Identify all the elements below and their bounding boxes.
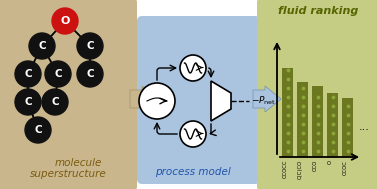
Text: C(C)CO: C(C)CO: [297, 160, 302, 179]
FancyArrow shape: [130, 86, 158, 112]
FancyBboxPatch shape: [137, 16, 260, 184]
Polygon shape: [211, 81, 231, 121]
Bar: [327, 93, 338, 157]
Circle shape: [77, 33, 103, 59]
Text: process model: process model: [155, 167, 231, 177]
Text: C: C: [54, 69, 62, 79]
Text: C: C: [86, 41, 94, 51]
Text: CCO: CCO: [313, 160, 317, 171]
Circle shape: [77, 61, 103, 87]
FancyBboxPatch shape: [0, 0, 137, 189]
Bar: [342, 98, 353, 157]
Circle shape: [15, 89, 41, 115]
Bar: [297, 82, 308, 157]
Text: C: C: [38, 41, 46, 51]
Text: C: C: [51, 97, 59, 107]
Circle shape: [52, 8, 78, 34]
Text: C: C: [86, 69, 94, 79]
Text: molecule: molecule: [54, 158, 102, 168]
Circle shape: [180, 55, 206, 81]
FancyBboxPatch shape: [257, 0, 377, 189]
Text: CCOC: CCOC: [342, 160, 348, 175]
Text: $-P_\mathrm{net}$: $-P_\mathrm{net}$: [251, 95, 276, 107]
Circle shape: [45, 61, 71, 87]
Circle shape: [29, 33, 55, 59]
Circle shape: [180, 121, 206, 147]
Text: O: O: [328, 160, 333, 164]
Circle shape: [15, 61, 41, 87]
Circle shape: [42, 89, 68, 115]
FancyArrow shape: [253, 86, 281, 112]
Text: superstructure: superstructure: [30, 169, 106, 179]
Text: O: O: [60, 16, 70, 26]
Circle shape: [139, 83, 175, 119]
Text: CCOCC: CCOCC: [282, 160, 288, 178]
Text: ...: ...: [359, 122, 370, 132]
Bar: [282, 68, 293, 157]
Bar: [312, 86, 323, 157]
Text: C: C: [24, 97, 32, 107]
Text: C: C: [24, 69, 32, 79]
Circle shape: [25, 117, 51, 143]
Text: C: C: [34, 125, 42, 135]
Text: fluid ranking: fluid ranking: [278, 6, 358, 16]
